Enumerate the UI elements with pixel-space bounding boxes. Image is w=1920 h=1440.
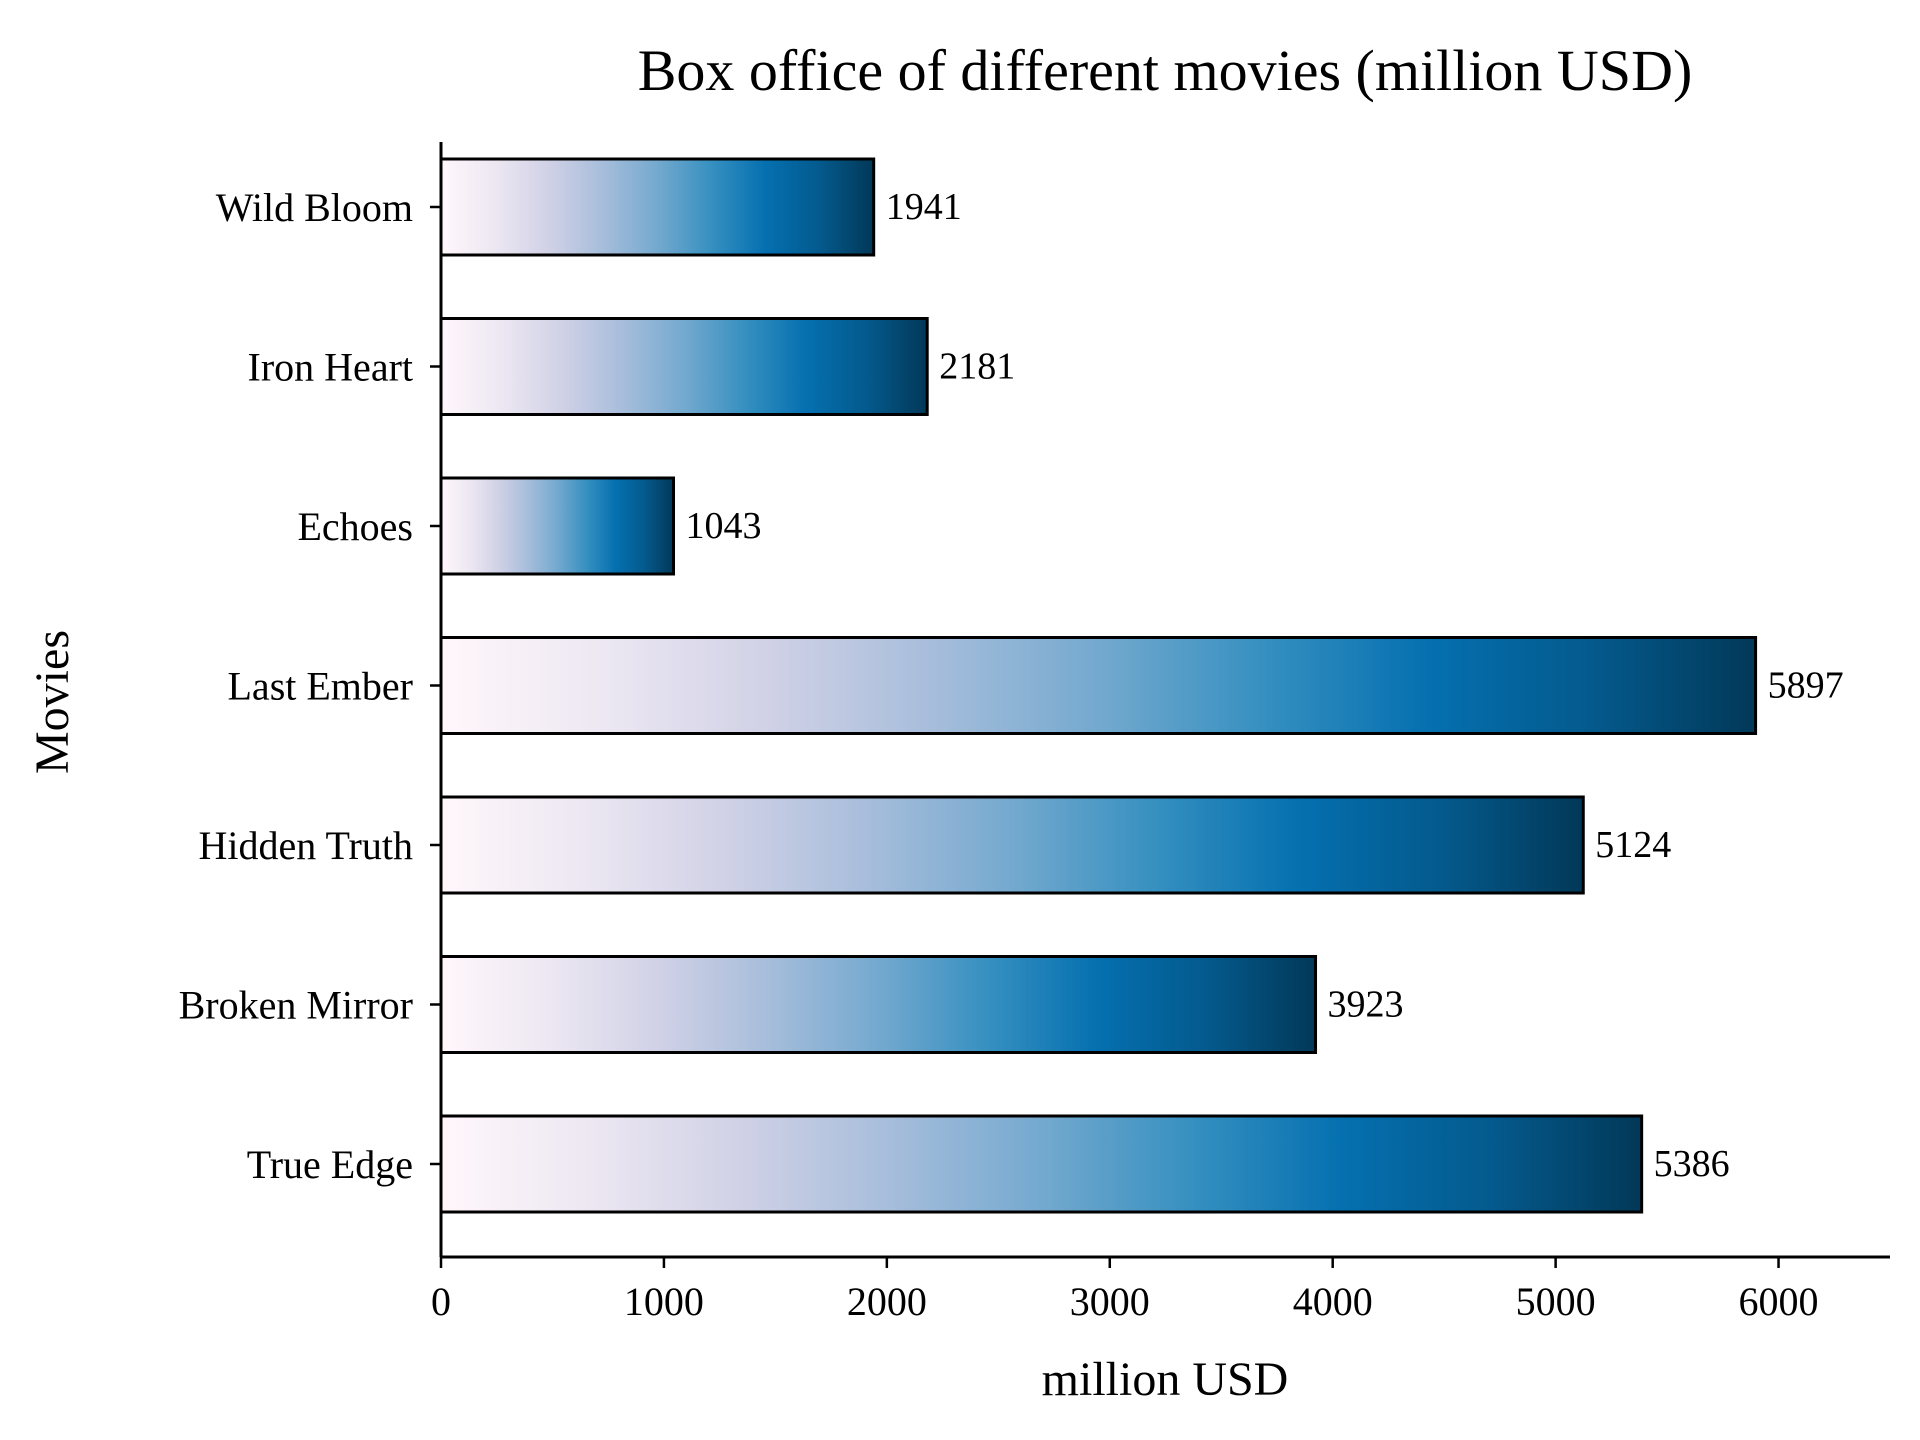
data-label-iron-heart: 2181 <box>939 346 1015 388</box>
x-axis-label: million USD <box>1042 1353 1289 1406</box>
data-label-wild-bloom: 1941 <box>886 186 962 228</box>
data-label-hidden-truth: 5124 <box>1595 824 1671 866</box>
data-label-last-ember: 5897 <box>1768 665 1844 707</box>
data-label-echoes: 1043 <box>686 505 762 547</box>
x-tick-label: 0 <box>431 1279 451 1324</box>
bar-echoes <box>439 476 676 576</box>
x-tick-label: 4000 <box>1293 1279 1373 1324</box>
axes-layer <box>430 142 1890 1268</box>
data-label-broken-mirror: 3923 <box>1328 984 1404 1026</box>
bars-layer <box>439 157 1758 1214</box>
chart-title: Box office of different movies (million … <box>638 38 1693 103</box>
y-tick-label: Hidden Truth <box>199 823 414 868</box>
bar-iron-heart <box>439 317 929 416</box>
y-axis-label: Movies <box>26 630 79 774</box>
y-tick-label: Echoes <box>297 504 413 549</box>
x-tick-label: 3000 <box>1070 1279 1150 1324</box>
y-tick-label: Iron Heart <box>248 345 413 390</box>
x-tick-label: 2000 <box>847 1279 927 1324</box>
labels-layer: 1941 Wild Bloom 2181 Iron Heart 1043 Echoes 58… <box>179 185 1844 1324</box>
x-tick-label: 5000 <box>1516 1279 1596 1324</box>
data-label-true-edge: 5386 <box>1654 1143 1730 1185</box>
bar-broken-mirror <box>439 955 1318 1054</box>
bar-last-ember <box>439 636 1758 735</box>
y-tick-label: Broken Mirror <box>179 983 413 1028</box>
y-tick-label: Wild Bloom <box>216 185 413 230</box>
bar-wild-bloom <box>439 157 876 257</box>
y-tick-label: True Edge <box>247 1142 413 1187</box>
x-tick-label: 6000 <box>1739 1279 1819 1324</box>
y-tick-label: Last Ember <box>228 664 414 709</box>
bar-true-edge <box>439 1114 1644 1214</box>
bar-hidden-truth <box>439 795 1585 895</box>
x-tick-label: 1000 <box>624 1279 704 1324</box>
